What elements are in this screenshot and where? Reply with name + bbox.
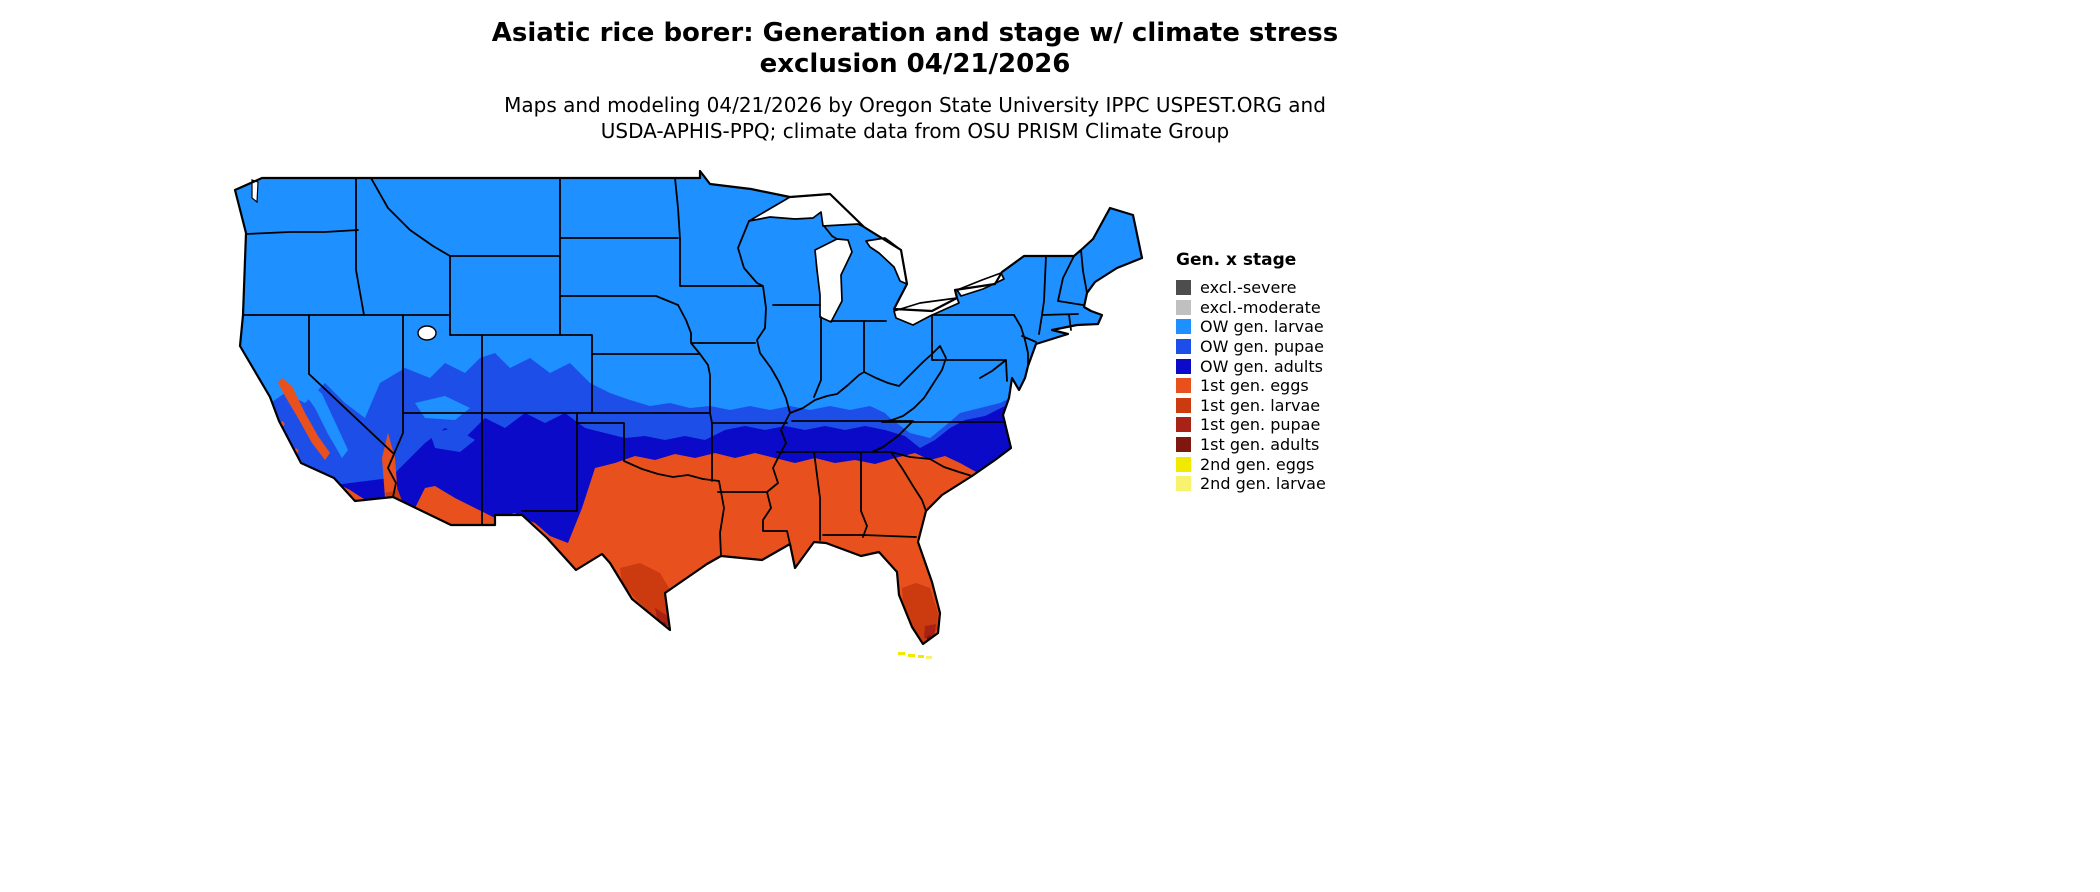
legend-row: 1st gen. pupae <box>1176 415 1396 435</box>
legend-row: excl.-severe <box>1176 278 1396 298</box>
legend-row: 2nd gen. larvae <box>1176 474 1396 494</box>
legend-swatch-ow-larvae <box>1176 319 1191 335</box>
lake-michigan <box>814 238 853 323</box>
keys-2nd-eggs-1 <box>898 652 905 655</box>
legend-row: OW gen. larvae <box>1176 317 1396 337</box>
map-title-line1: Asiatic rice borer: Generation and stage… <box>491 18 1339 48</box>
us-map <box>230 168 1145 668</box>
legend-row: OW gen. pupae <box>1176 337 1396 357</box>
legend-swatch-2nd-eggs <box>1176 456 1191 472</box>
legend-swatch-excl-severe <box>1176 280 1191 296</box>
patch-central-valley-eggs <box>278 378 330 460</box>
puget-sound <box>251 179 259 204</box>
map-subtitle-line2: USDA-APHIS-PPQ; climate data from OSU PR… <box>600 119 1230 143</box>
legend-label: 1st gen. adults <box>1200 435 1320 455</box>
legend-label: excl.-severe <box>1200 278 1297 298</box>
us-map-svg <box>233 169 1144 659</box>
legend-label: excl.-moderate <box>1200 297 1321 317</box>
legend-label: OW gen. pupae <box>1200 337 1324 357</box>
legend-label: 1st gen. eggs <box>1200 376 1309 396</box>
patch-sierra-cool <box>302 380 348 458</box>
legend: Gen. x stage excl.-severe excl.-moderate… <box>1176 250 1396 494</box>
state-borders <box>242 177 1088 557</box>
legend-row: OW gen. adults <box>1176 356 1396 376</box>
legend-row: 1st gen. adults <box>1176 435 1396 455</box>
keys-2nd-eggs-2 <box>908 654 915 657</box>
us-outline <box>233 169 1144 646</box>
legend-swatch-ow-pupae <box>1176 339 1191 355</box>
legend-swatch-1st-adults <box>1176 437 1191 453</box>
legend-swatch-ow-adults <box>1176 358 1191 374</box>
legend-label: OW gen. larvae <box>1200 317 1324 337</box>
legend-row: 2nd gen. eggs <box>1176 454 1396 474</box>
legend-title: Gen. x stage <box>1176 250 1297 270</box>
map-subtitle: Maps and modeling 04/21/2026 by Oregon S… <box>0 92 1830 144</box>
legend-swatch-2nd-larvae <box>1176 476 1191 492</box>
legend-swatch-1st-pupae <box>1176 417 1191 433</box>
legend-label: 2nd gen. larvae <box>1200 474 1326 494</box>
keys-2nd-eggs-3 <box>918 655 924 658</box>
patch-plateau-cool <box>415 396 470 420</box>
legend-label: OW gen. adults <box>1200 356 1323 376</box>
lake-huron <box>865 237 908 285</box>
legend-swatch-excl-moderate <box>1176 299 1191 315</box>
legend-row: excl.-moderate <box>1176 298 1396 318</box>
legend-swatch-1st-larvae <box>1176 397 1191 413</box>
map-title: Asiatic rice borer: Generation and stage… <box>0 18 1830 80</box>
patch-az-pupae <box>430 428 475 452</box>
legend-label: 2nd gen. eggs <box>1200 454 1315 474</box>
legend-label: 1st gen. larvae <box>1200 395 1321 415</box>
stage-bands <box>235 171 1142 644</box>
legend-label: 1st gen. pupae <box>1200 415 1321 435</box>
legend-swatch-1st-eggs <box>1176 378 1191 394</box>
legend-row: 1st gen. larvae <box>1176 396 1396 416</box>
great-salt-lake <box>417 325 437 341</box>
keys-2nd-larvae <box>926 656 932 659</box>
lake-ontario <box>956 272 1005 297</box>
map-title-line2: exclusion 04/21/2026 <box>759 49 1071 79</box>
legend-row: 1st gen. eggs <box>1176 376 1396 396</box>
map-subtitle-line1: Maps and modeling 04/21/2026 by Oregon S… <box>504 93 1326 117</box>
